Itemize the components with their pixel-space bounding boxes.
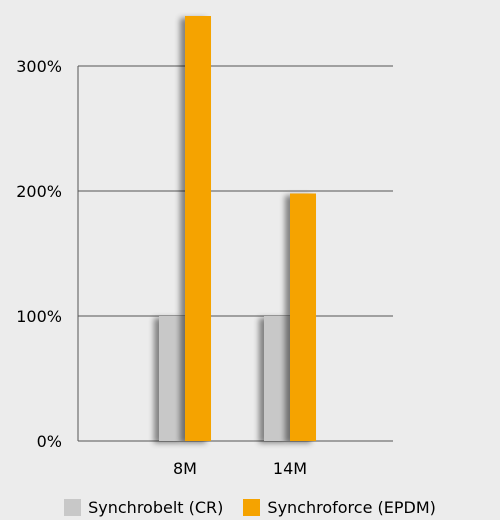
legend-label-synchrobelt: Synchrobelt (CR) — [88, 498, 224, 517]
y-tick-label: 0% — [37, 432, 62, 451]
bar-synchroforce-8M — [185, 16, 211, 441]
legend-swatch-synchrobelt — [64, 499, 82, 516]
legend-swatch-synchroforce — [243, 499, 261, 516]
x-axis-labels: 8M 14M — [173, 459, 307, 478]
y-tick-label: 100% — [16, 307, 62, 326]
legend: Synchrobelt (CR) Synchroforce (EPDM) — [0, 498, 500, 517]
gridlines — [77, 65, 393, 442]
y-tick-label: 300% — [16, 57, 62, 76]
bar-synchroforce-14M — [290, 193, 316, 441]
legend-item-synchroforce: Synchroforce (EPDM) — [243, 498, 436, 517]
y-tick-label: 200% — [16, 182, 62, 201]
y-axis-labels: 0% 100% 200% 300% — [16, 57, 62, 451]
legend-item-synchrobelt: Synchrobelt (CR) — [64, 498, 223, 517]
bar-synchrobelt-8M — [159, 316, 185, 441]
bars — [159, 16, 316, 441]
bar-chart: 0% 100% 200% 300% 8M 14M — [16, 16, 393, 478]
legend-label-synchroforce: Synchroforce (EPDM) — [267, 498, 436, 517]
x-tick-label: 8M — [173, 459, 197, 478]
bar-synchrobelt-14M — [264, 316, 290, 441]
x-tick-label: 14M — [273, 459, 307, 478]
